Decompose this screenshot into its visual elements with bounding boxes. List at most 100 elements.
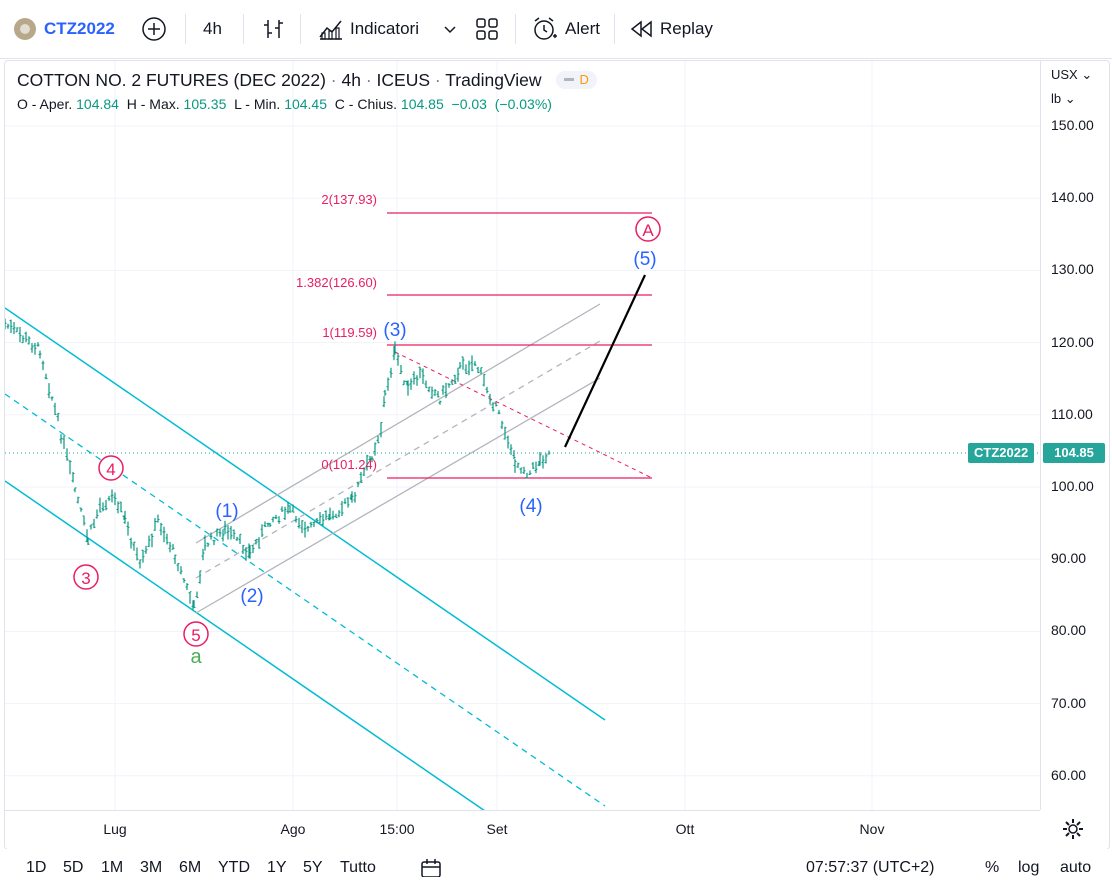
range-button-ytd[interactable]: YTD xyxy=(218,859,250,877)
ohlc-bar xyxy=(252,545,255,553)
range-button-1m[interactable]: 1M xyxy=(101,859,123,877)
ohlc-bar xyxy=(501,421,504,429)
ohlc-bar xyxy=(72,472,75,482)
ohlc-bar xyxy=(213,540,216,545)
ohlc-bar xyxy=(403,380,406,384)
time-axis[interactable]: Lug Ago 15:00 Set Ott Nov xyxy=(4,810,1040,849)
ohlc-bar xyxy=(459,362,462,369)
ohlc-bar xyxy=(307,526,310,532)
ohlc-bar xyxy=(462,357,465,370)
price-tick-label: 140.00 xyxy=(1051,189,1094,205)
ohlc-bar xyxy=(545,453,548,463)
ohlc-bar xyxy=(523,467,526,474)
legend-interval: 4h xyxy=(341,70,360,90)
log-scale-toggle[interactable]: log xyxy=(1018,859,1039,877)
ohlc-bar xyxy=(301,520,304,533)
ohlc-bar xyxy=(319,512,322,523)
currency-selector[interactable]: USX ⌄ xyxy=(1051,67,1092,83)
ohlc-bar xyxy=(304,522,307,538)
last-price-label: 104.85 xyxy=(1043,443,1105,463)
ohlc-bar xyxy=(202,549,205,560)
ohlc-bar xyxy=(148,536,151,548)
bottom-toolbar: 1D 5D 1M 3M 6M YTD 1Y 5Y Tutto 07:57:37 (UTC+2) … xyxy=(0,849,1112,872)
price-axis[interactable]: USX ⌄ lb ⌄ 150.00 140.00 130.00 120.00 110.0… xyxy=(1040,60,1109,810)
ohlc-bar xyxy=(180,566,183,574)
ohlc-bar xyxy=(60,434,63,443)
wave-label-1: (1) xyxy=(215,501,238,522)
ohlc-bar xyxy=(422,368,425,384)
ohlc-bar xyxy=(325,510,328,520)
ohlc-bar xyxy=(16,327,19,332)
ohlc-bar xyxy=(517,463,520,468)
ohlc-bar xyxy=(136,548,139,561)
ohlc-bar xyxy=(413,371,416,384)
ohlc-bar xyxy=(157,515,160,523)
ohlc-bar xyxy=(227,525,230,539)
ohlc-bar xyxy=(177,563,180,571)
price-tick-label: 130.00 xyxy=(1051,261,1094,277)
ohlc-bar xyxy=(529,471,532,475)
ohlc-bar xyxy=(416,375,419,386)
wave5-projection-line[interactable] xyxy=(565,275,645,447)
time-tick-label: Lug xyxy=(103,821,126,837)
fib-label-1382: 1.382(126.60) xyxy=(296,275,377,290)
ohlc-bar xyxy=(74,488,77,493)
ohlc-bar xyxy=(127,522,130,536)
range-button-1d[interactable]: 1D xyxy=(26,859,46,877)
ohlc-bar xyxy=(341,501,344,516)
range-button-5y[interactable]: 5Y xyxy=(303,859,323,877)
range-button-1y[interactable]: 1Y xyxy=(267,859,287,877)
ohlc-bar xyxy=(45,374,48,380)
wave-label-3: (3) xyxy=(383,320,406,341)
clock-timezone[interactable]: 07:57:37 (UTC+2) xyxy=(806,859,935,877)
ohlc-bar xyxy=(111,489,114,502)
ohlc-bar xyxy=(465,364,468,374)
goto-date-button[interactable] xyxy=(420,859,442,882)
ohlc-bar xyxy=(387,378,390,391)
ohlc-bar xyxy=(448,383,451,387)
ohlc-bar xyxy=(90,525,93,530)
ohlc-bar xyxy=(535,462,538,474)
wave-label-5: (5) xyxy=(633,249,656,270)
circled-wave-label-5: 5 xyxy=(184,622,208,646)
ohlc-bar xyxy=(468,361,471,376)
time-tick-label: Set xyxy=(486,821,507,837)
ohlc-bar xyxy=(322,514,325,526)
range-button-tutto[interactable]: Tutto xyxy=(340,859,376,877)
ohlc-bar xyxy=(264,521,267,527)
circled-wave-label-4: 4 xyxy=(99,456,123,480)
range-button-6m[interactable]: 6M xyxy=(179,859,201,877)
ohlc-bar xyxy=(284,507,287,520)
channel-lower-line xyxy=(5,481,485,811)
ohlc-bar xyxy=(428,387,431,392)
ohlc-bar xyxy=(31,343,34,353)
legend-source: TradingView xyxy=(445,70,541,90)
range-button-5d[interactable]: 5D xyxy=(63,859,83,877)
time-tick-label: Ago xyxy=(281,821,306,837)
ohlc-bar xyxy=(96,510,99,519)
ohlc-bar xyxy=(442,385,445,395)
circled-wave-label-3: 3 xyxy=(74,565,98,589)
ohlc-bar xyxy=(471,355,474,371)
ohlc-bar xyxy=(34,343,37,355)
ohlc-bar xyxy=(377,436,380,443)
chart-legend-title[interactable]: COTTON NO. 2 FUTURES (DEC 2022) · 4h · I… xyxy=(17,70,597,91)
ohlc-bar xyxy=(189,592,192,604)
ohlc-bar xyxy=(13,322,16,334)
ohlc-bar xyxy=(54,403,57,415)
range-button-3m[interactable]: 3M xyxy=(140,859,162,877)
unit-selector[interactable]: lb ⌄ xyxy=(1051,91,1076,107)
ohlc-bar xyxy=(269,523,272,527)
low-value: 104.45 xyxy=(284,96,327,112)
ohlc-bar xyxy=(454,375,457,384)
legend-exchange: ICEUS xyxy=(377,70,430,90)
market-status-badge[interactable]: D xyxy=(556,71,596,89)
chart-settings-button[interactable] xyxy=(1062,818,1084,845)
ohlc-bar xyxy=(142,550,145,563)
auto-scale-toggle[interactable]: auto xyxy=(1060,859,1091,877)
ohlc-bar xyxy=(310,522,313,528)
percent-scale-toggle[interactable]: % xyxy=(985,859,999,877)
ohlc-bar xyxy=(216,528,219,536)
circled-wave-label-a-upper: A xyxy=(636,217,660,241)
